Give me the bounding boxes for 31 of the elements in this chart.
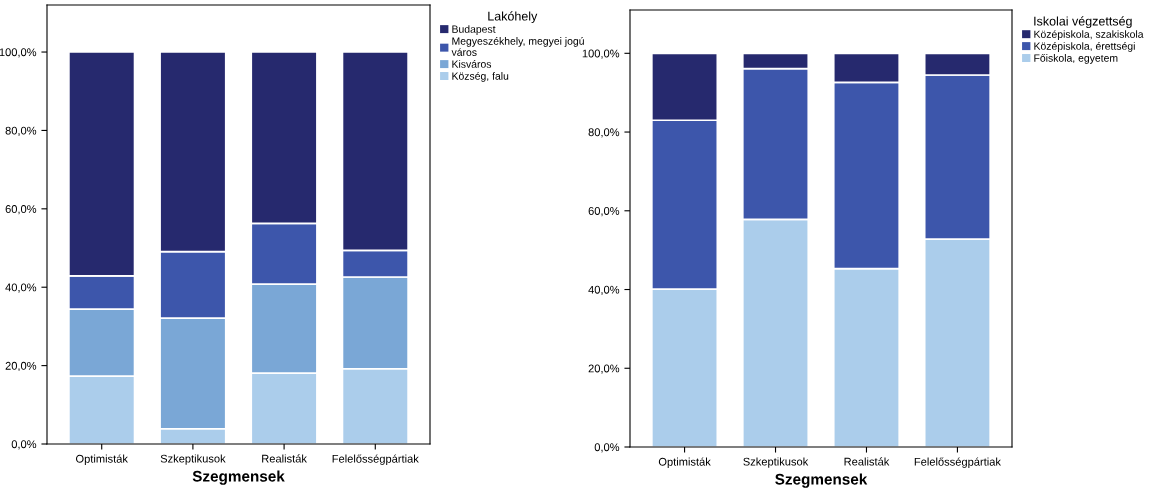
- legend-title: Iskolai végzettség: [1034, 16, 1132, 29]
- y-tick-label: 80,0%: [588, 128, 620, 138]
- y-tick-label: 60,0%: [588, 207, 620, 217]
- x-tick-label: Szkeptikusok: [160, 454, 226, 465]
- y-tick-label: 60,0%: [5, 205, 37, 215]
- x-axis-title: Szegmensek: [775, 473, 868, 488]
- x-tick-label: Realisták: [262, 454, 307, 463]
- x-axis-title: Szegmensek: [192, 470, 285, 485]
- legend-label: Megyeszékhely, megyei jogú város: [451, 36, 584, 56]
- legend-label: Középiskola, érettségi: [1034, 42, 1135, 52]
- y-tick-label: 100,0%: [582, 49, 620, 59]
- y-tick-label: 40,0%: [588, 285, 620, 295]
- legend-label: Főiskola, egyetem: [1034, 53, 1118, 64]
- y-tick-label: 0,0%: [11, 440, 37, 450]
- legend-title: Lakóhely: [488, 11, 538, 24]
- x-tick-label: Felelősségpártiak: [332, 454, 419, 465]
- x-tick-label: Szkeptikusok: [743, 457, 809, 468]
- x-tick-label: Optimisták: [658, 457, 711, 468]
- y-tick-label: 0,0%: [594, 443, 620, 453]
- legend-label: Budapest: [452, 25, 496, 35]
- x-tick-label: Felelősségpártiak: [914, 457, 1001, 468]
- legend-label: Középiskola, szakiskola: [1034, 30, 1144, 40]
- x-tick-label: Realisták: [844, 457, 890, 466]
- x-tick-label: Optimisták: [76, 454, 128, 465]
- legend-label: Község, falu: [452, 71, 509, 82]
- y-tick-label: 100,0%: [0, 48, 37, 58]
- y-tick-label: 40,0%: [5, 283, 37, 293]
- legend-label: Kisváros: [452, 60, 492, 68]
- y-tick-label: 20,0%: [5, 361, 37, 372]
- y-tick-label: 20,0%: [588, 364, 620, 374]
- y-tick-label: 80,0%: [5, 126, 37, 136]
